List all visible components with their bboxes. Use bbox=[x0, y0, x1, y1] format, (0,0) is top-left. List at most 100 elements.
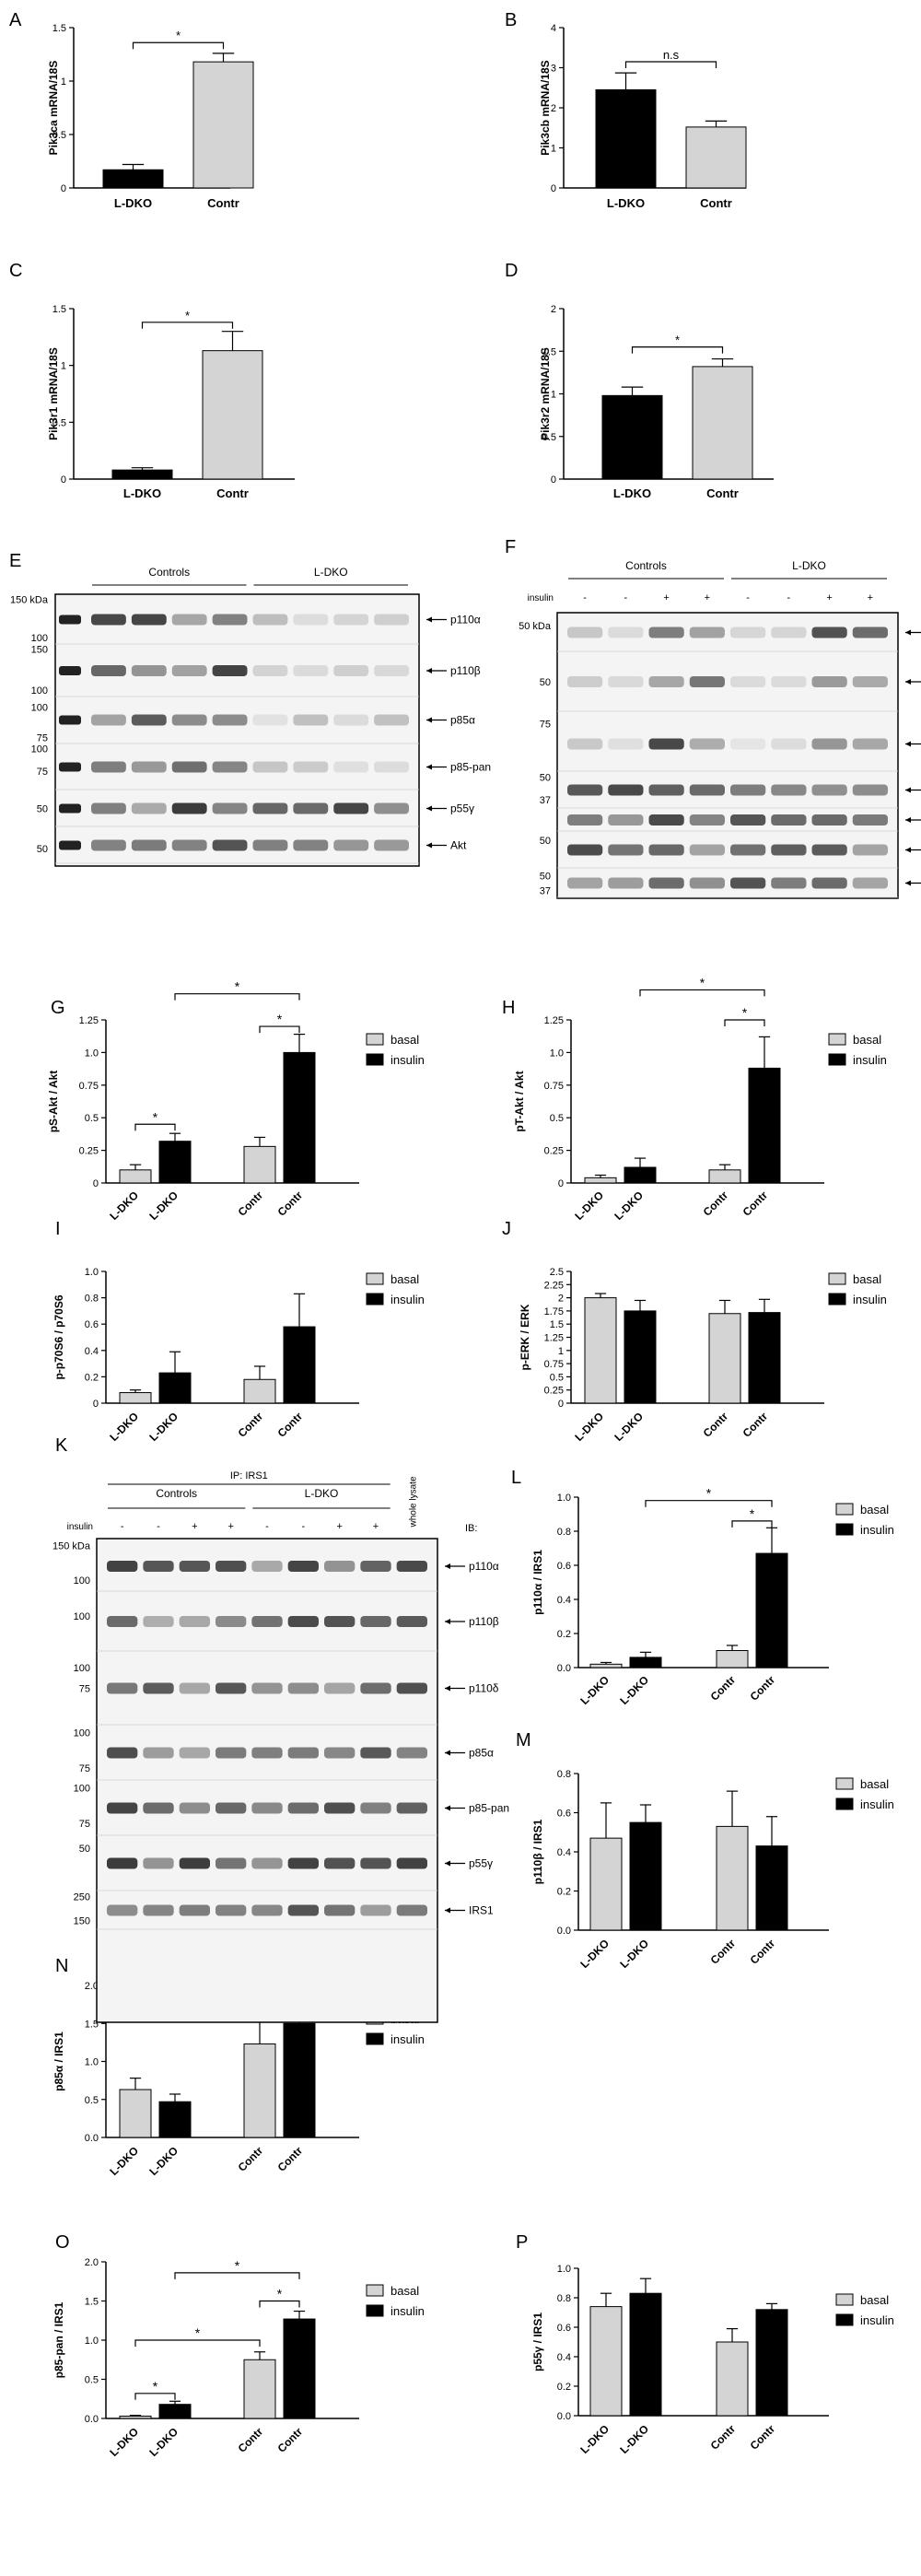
y-tick-label: 0.4 bbox=[557, 1595, 571, 1606]
mw-marker-label: 75 bbox=[79, 1763, 90, 1774]
significance-bracket bbox=[134, 2339, 261, 2347]
blot-band bbox=[360, 1857, 391, 1869]
bar bbox=[595, 88, 657, 189]
legend-swatch-insulin bbox=[366, 2032, 384, 2045]
x-tick-label: Contr bbox=[701, 1188, 731, 1219]
x-tick-label: Contr bbox=[275, 1188, 306, 1219]
blot-band bbox=[252, 839, 288, 851]
bar bbox=[629, 1657, 662, 1669]
blot-band bbox=[179, 1802, 210, 1814]
x-tick-label: L-DKO bbox=[107, 1410, 141, 1444]
y-tick-label: 0.25 bbox=[544, 1386, 564, 1397]
bar bbox=[716, 1650, 749, 1669]
y-tick-label: 1.0 bbox=[550, 1048, 564, 1059]
y-tick-label: 0.25 bbox=[544, 1146, 564, 1157]
band-arrowhead bbox=[445, 1805, 450, 1811]
blot-band bbox=[811, 738, 847, 750]
legend-label-insulin: insulin bbox=[860, 1797, 894, 1811]
band-arrowhead bbox=[905, 847, 911, 853]
bar bbox=[624, 1310, 657, 1404]
group-label: Controls bbox=[148, 566, 190, 579]
blot-band bbox=[567, 877, 603, 889]
x-tick-label: L-DKO bbox=[123, 486, 161, 500]
x-tick-label: Contr bbox=[708, 1937, 739, 1967]
significance-label: * bbox=[235, 979, 240, 994]
insulin-sign: + bbox=[826, 592, 832, 603]
band-arrowhead bbox=[905, 629, 911, 636]
significance-label: * bbox=[195, 2325, 201, 2340]
blot-band bbox=[171, 665, 207, 676]
blot-band bbox=[179, 1747, 210, 1759]
panel-letter: L bbox=[511, 1468, 521, 1488]
ib-label: IB: bbox=[465, 1523, 477, 1534]
protein-label: p110α bbox=[450, 614, 481, 626]
legend-swatch-basal bbox=[366, 1033, 384, 1046]
insulin-row-label: insulin bbox=[67, 1522, 93, 1532]
y-tick-label: 2.0 bbox=[85, 2257, 99, 2268]
y-tick-label: 1 bbox=[61, 361, 66, 372]
blot-band bbox=[608, 626, 644, 638]
blot-band bbox=[771, 676, 807, 687]
x-tick-label: L-DKO bbox=[146, 1410, 181, 1444]
mw-marker-label: 100 bbox=[31, 685, 48, 697]
band-arrowhead bbox=[905, 787, 911, 793]
blot-band bbox=[360, 1747, 391, 1759]
marker-band bbox=[59, 762, 81, 772]
mw-marker-label: 50 bbox=[37, 844, 48, 855]
panel-letter: K bbox=[55, 1435, 68, 1456]
blot-band bbox=[396, 1747, 427, 1759]
bar bbox=[716, 1825, 749, 1931]
legend-swatch-basal bbox=[828, 1033, 846, 1046]
band-arrowhead bbox=[426, 616, 432, 623]
blot-band bbox=[216, 1802, 247, 1814]
y-tick-label: 0.0 bbox=[557, 2411, 571, 2422]
marker-band bbox=[59, 803, 81, 814]
significance-bracket bbox=[731, 1520, 773, 1528]
blot-band bbox=[143, 1682, 174, 1694]
blot-band bbox=[811, 784, 847, 796]
y-tick-label: 1.25 bbox=[79, 1015, 99, 1026]
y-tick-label: 0.5 bbox=[52, 417, 66, 428]
y-tick-label: 0.2 bbox=[557, 2382, 571, 2393]
blot-band bbox=[689, 626, 725, 638]
y-tick-label: 0.5 bbox=[85, 2375, 99, 2386]
blot-band bbox=[689, 676, 725, 687]
insulin-sign: + bbox=[227, 1521, 233, 1532]
bar bbox=[589, 1663, 623, 1669]
x-tick-label: Contr bbox=[708, 1673, 739, 1704]
insulin-sign: - bbox=[301, 1521, 305, 1532]
y-tick-label: 0.0 bbox=[85, 2414, 99, 2425]
y-axis-label: p110α / IRS1 bbox=[531, 1550, 544, 1615]
insulin-sign: + bbox=[663, 592, 669, 603]
blot-band bbox=[293, 802, 329, 814]
legend-label-insulin: insulin bbox=[860, 2313, 894, 2327]
band-arrowhead bbox=[426, 668, 432, 673]
blot-band bbox=[567, 844, 603, 856]
bar bbox=[755, 1552, 788, 1669]
blot-band bbox=[107, 1616, 138, 1627]
legend-swatch-insulin bbox=[835, 1523, 854, 1536]
blot-band bbox=[251, 1561, 283, 1572]
y-tick-label: 1.25 bbox=[544, 1015, 564, 1026]
y-tick-label: 2.5 bbox=[550, 1267, 564, 1278]
y-tick-label: 0.25 bbox=[79, 1146, 99, 1157]
legend: basal insulin bbox=[366, 1272, 425, 1306]
bar bbox=[119, 2415, 152, 2419]
blot-band bbox=[333, 614, 369, 626]
x-tick-label: Contr bbox=[706, 486, 739, 500]
bar bbox=[629, 1821, 662, 1931]
mw-marker-label: 100 bbox=[31, 744, 48, 755]
bar bbox=[589, 2306, 623, 2417]
blot-band bbox=[91, 839, 126, 851]
blot-frame bbox=[556, 612, 899, 899]
significance-bracket bbox=[134, 1123, 176, 1131]
y-tick-label: 0.0 bbox=[85, 2133, 99, 2144]
band-arrowhead bbox=[445, 1750, 450, 1756]
blot-band bbox=[143, 1561, 174, 1572]
marker-band bbox=[59, 666, 81, 675]
bar bbox=[243, 1378, 276, 1404]
y-tick-label: 0.5 bbox=[542, 432, 556, 443]
blot-band bbox=[293, 839, 329, 851]
blot-band bbox=[811, 877, 847, 889]
protein-label: p55γ bbox=[450, 802, 474, 815]
